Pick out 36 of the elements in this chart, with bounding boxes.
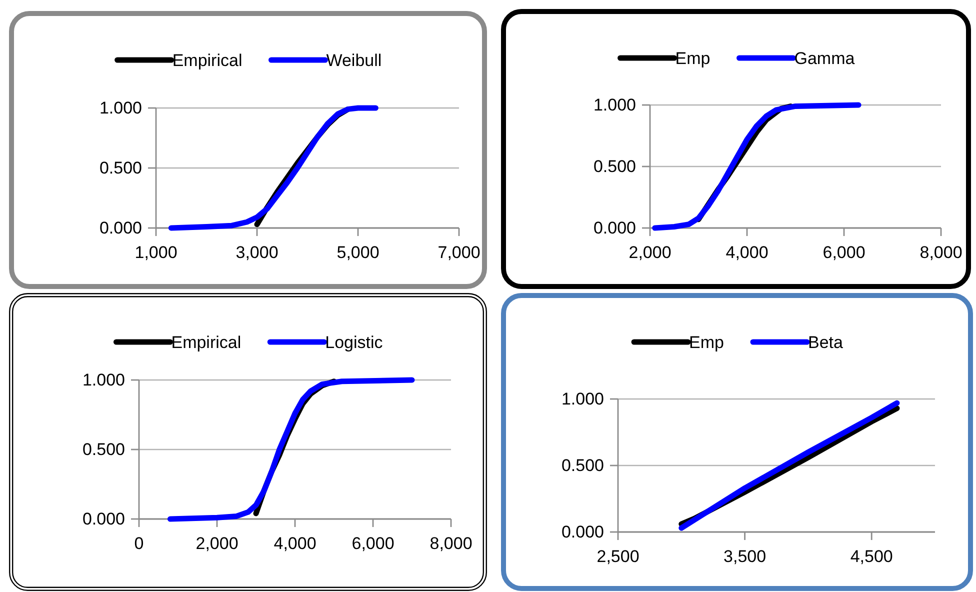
x-tick-label: 4,500 [850,547,893,566]
x-tick-label: 2,000 [628,243,672,262]
x-tick-label: 3,500 [724,547,766,566]
y-tick-label: 1.000 [593,95,636,114]
x-tick-label: 8,000 [920,243,962,262]
x-tick-label: 3,000 [236,243,278,262]
y-tick-label: 0.000 [99,218,142,238]
x-tick-label: 6,000 [822,243,866,262]
x-tick-label: 4,000 [726,243,768,262]
x-tick-label: 6,000 [352,534,394,554]
x-tick-label: 5,000 [336,243,380,262]
legend-label: Logistic [325,333,384,352]
x-tick-label: 1,000 [134,243,178,262]
y-tick-label: 0.500 [561,456,604,475]
x-tick-label: 7,000 [438,243,480,262]
y-tick-label: 0.000 [561,522,604,542]
x-tick-label: 2,500 [596,547,640,566]
legend-label: Emp [675,49,710,68]
x-tick-label: 2,000 [196,534,238,554]
y-tick-label: 0.500 [82,440,125,459]
y-tick-label: 1.000 [82,370,125,390]
y-tick-label: 1.000 [99,98,142,118]
x-tick-label: 0 [134,534,144,554]
y-tick-label: 0.000 [593,218,636,238]
legend-label: Empirical [172,51,242,70]
legend-label: Empirical [171,333,242,352]
y-tick-label: 1.000 [561,389,604,408]
legend-label: Emp [689,333,724,352]
x-tick-label: 8,000 [430,534,472,554]
legend-label: Beta [808,333,844,352]
legend-label: Gamma [794,49,856,68]
x-tick-label: 4,000 [274,534,316,554]
y-tick-label: 0.500 [99,158,142,178]
legend-label: Weibull [326,51,382,70]
y-tick-label: 0.500 [593,156,636,176]
y-tick-label: 0.000 [82,509,125,528]
